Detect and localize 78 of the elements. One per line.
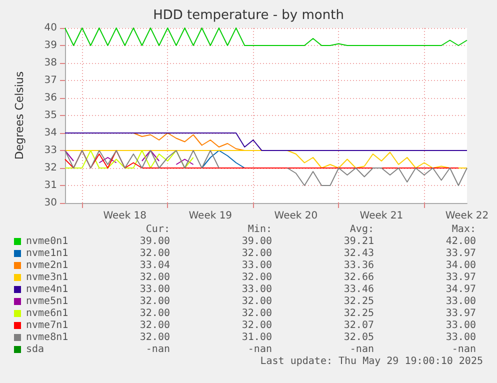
text: 32.00 — [240, 320, 272, 331]
x-tick-label: Week 20 — [274, 210, 318, 222]
text: 32.05 — [342, 332, 374, 343]
text: -nan — [246, 344, 272, 355]
text: -nan — [348, 344, 374, 355]
text: 32.00 — [138, 248, 170, 259]
text: 42.00 — [444, 236, 476, 247]
chart-title: HDD temperature - by month — [153, 8, 344, 23]
legend-label: nvme6n1 — [26, 308, 68, 319]
legend-label: nvme7n1 — [26, 320, 68, 331]
line-series — [64, 132, 468, 151]
y-tick-label: 30 — [44, 198, 57, 208]
legend-label: nvme4n1 — [26, 284, 68, 295]
text: 32.00 — [240, 308, 272, 319]
text: -nan — [450, 344, 476, 355]
text: 33.00 — [240, 284, 272, 295]
text: 33.97 — [444, 308, 476, 319]
legend-label: sda — [26, 344, 44, 355]
y-tick-label: 40 — [44, 22, 57, 34]
text: 34.00 — [444, 260, 476, 271]
text: 34.97 — [444, 284, 476, 295]
text: 39.21 — [342, 236, 374, 247]
text: 32.00 — [138, 308, 170, 319]
text: 32.00 — [138, 332, 170, 343]
text: 39.00 — [240, 236, 272, 247]
y-tick-label: 39 — [44, 40, 57, 51]
text: 39.00 — [138, 236, 170, 247]
line-series — [201, 150, 246, 168]
text: 33.00 — [138, 284, 170, 295]
text: 32.00 — [138, 296, 170, 307]
text: 32.00 — [240, 248, 272, 259]
text: 33.04 — [138, 260, 170, 271]
y-tick-label: 32 — [44, 162, 57, 174]
x-tick-label: Week 21 — [360, 210, 404, 222]
text: 32.43 — [342, 248, 374, 259]
y-tick-label: 36 — [44, 92, 57, 104]
x-tick-label: Week 19 — [188, 210, 232, 222]
y-tick-label: 35 — [44, 110, 57, 121]
text: 32.66 — [342, 272, 374, 283]
legend-label: nvme2n1 — [26, 260, 68, 271]
text: 33.00 — [444, 332, 476, 343]
text: 32.00 — [138, 272, 170, 283]
text: 33.00 — [444, 320, 476, 331]
text: 33.00 — [240, 260, 272, 271]
line-series — [132, 132, 246, 151]
legend-label: nvme1n1 — [26, 248, 68, 259]
x-tick-label: Week 22 — [445, 210, 489, 222]
legend-label: nvme0n1 — [26, 236, 68, 247]
legend-label: nvme8n1 — [26, 332, 68, 343]
y-tick-label: 37 — [44, 75, 57, 86]
text: Last update: Thu May 29 19:00:10 2025 — [260, 356, 483, 367]
x-tick-label: Week 18 — [103, 210, 147, 222]
text: 33.36 — [342, 260, 374, 271]
text: 32.25 — [342, 308, 374, 319]
y-tick-label: 33 — [44, 145, 57, 156]
text: 32.25 — [342, 296, 374, 307]
text: 32.00 — [138, 320, 170, 331]
text: 31.00 — [240, 332, 272, 343]
text: 33.97 — [444, 272, 476, 283]
text: 32.00 — [240, 296, 272, 307]
y-tick-label: 34 — [44, 128, 57, 138]
text: Max: — [450, 224, 476, 235]
text: 32.00 — [240, 272, 272, 283]
text: 33.97 — [444, 248, 476, 259]
text: 33.00 — [444, 296, 476, 307]
text: Avg: — [348, 224, 374, 235]
line-series — [64, 150, 194, 168]
line-series — [64, 28, 468, 46]
y-tick-label: 31 — [44, 180, 57, 191]
y-tick-label: 38 — [44, 58, 57, 68]
text: Min: — [246, 224, 272, 235]
legend-label: nvme5n1 — [26, 296, 68, 307]
text: -nan — [144, 344, 170, 355]
text: 33.46 — [342, 284, 374, 295]
text: 32.07 — [342, 320, 374, 331]
y-axis-title: Degrees Celsius — [13, 71, 26, 160]
legend-label: nvme3n1 — [26, 272, 68, 283]
text: Cur: — [144, 224, 170, 235]
